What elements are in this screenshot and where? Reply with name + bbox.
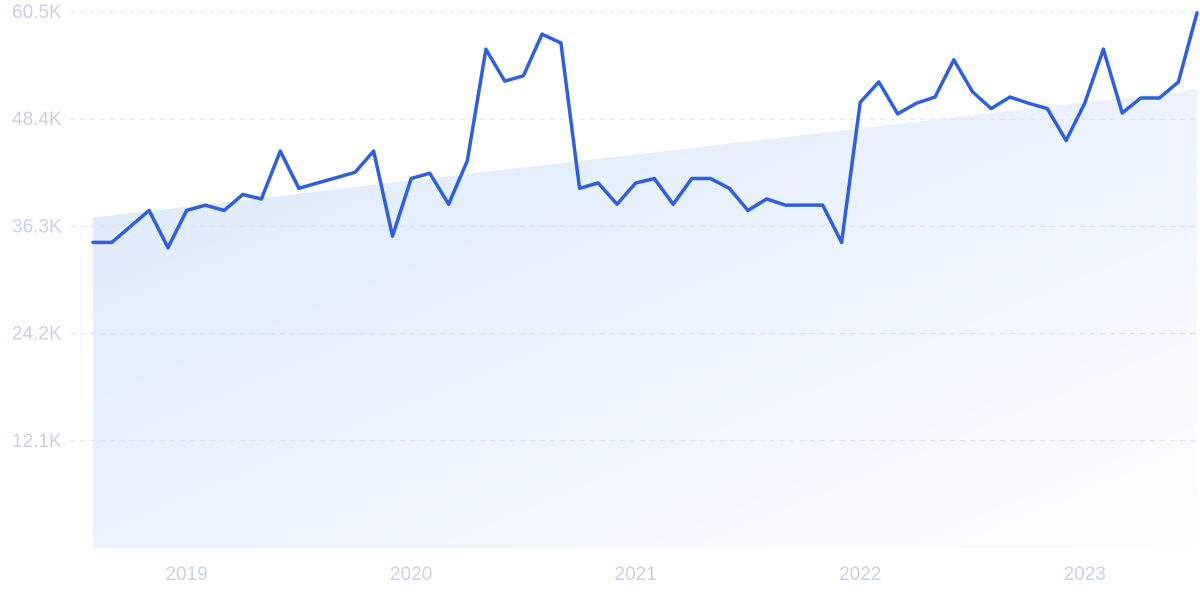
x-tick-label: 2019: [165, 564, 207, 585]
x-tick-label: 2020: [390, 564, 432, 585]
y-tick-label: 24.2K: [12, 324, 62, 345]
y-tick-label: 36.3K: [12, 216, 62, 237]
y-tick-label: 48.4K: [12, 109, 62, 130]
x-tick-label: 2022: [839, 564, 881, 585]
y-tick-label: 60.5K: [12, 2, 62, 23]
y-tick-label: 12.1K: [12, 431, 62, 452]
x-tick-label: 2023: [1064, 564, 1106, 585]
trend-area: [93, 89, 1197, 548]
data-line: [91, 11, 1199, 250]
x-tick-label: 2021: [615, 564, 657, 585]
